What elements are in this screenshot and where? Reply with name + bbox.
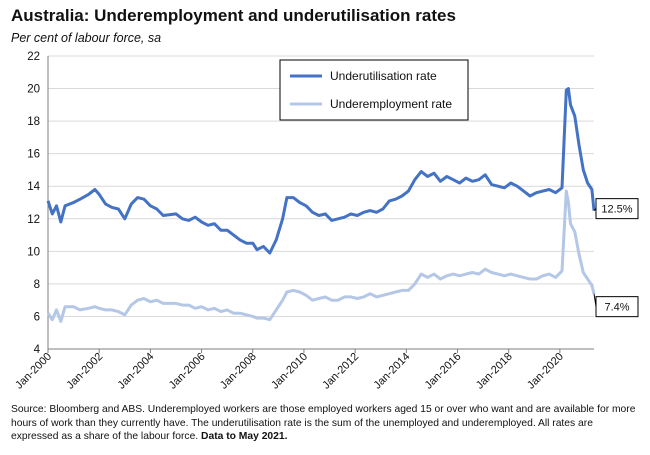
end-labels: 12.5% 7.4% (593, 198, 639, 318)
end-label-box (595, 198, 639, 220)
y-tick-label: 8 (34, 279, 40, 291)
underutilisation-line (46, 87, 596, 255)
y-tick-label: 6 (34, 311, 40, 323)
y-tick-label: 10 (27, 246, 40, 258)
series-lines (46, 87, 596, 323)
end-label: 12.5% (601, 204, 632, 216)
legend-label: Underemployment rate (330, 97, 452, 111)
underemployment-line (46, 189, 596, 323)
legend-box (279, 59, 469, 121)
y-tick-label: 4 (34, 344, 41, 356)
x-tick-label: Jan-2008 (218, 351, 259, 392)
y-tick-label: 12 (27, 214, 40, 226)
x-tick-label: Jan-2002 (64, 351, 105, 392)
end-label-box (595, 296, 639, 318)
x-tick-label: Jan-2006 (167, 351, 208, 392)
x-tick-label: Jan-2016 (423, 351, 464, 392)
x-tick-label: Jan-2010 (269, 351, 310, 392)
legend: Underutilisation rate Underemployment rat… (279, 59, 469, 121)
y-tick-label: 14 (27, 181, 40, 193)
x-tick-label: Jan-2014 (372, 351, 413, 392)
chart-title: Australia: Underemployment and underutil… (11, 6, 456, 25)
y-tick-label: 16 (27, 149, 40, 161)
source-note: Source: Bloomberg and ABS. Underemployed… (11, 403, 641, 444)
line-chart: 4 6 8 10 12 14 16 18 20 22 Jan-2000 Jan-2002 Jan-200… (13, 51, 639, 392)
data-note: Data to May 2021. (201, 431, 288, 443)
x-tick-label: Jan-2004 (116, 351, 157, 392)
chart-subtitle: Per cent of labour force, sa (11, 31, 162, 45)
y-tick-label: 22 (27, 51, 40, 63)
gridlines (48, 55, 594, 317)
end-label: 7.4% (604, 302, 629, 314)
x-tick-label: Jan-2000 (13, 351, 54, 392)
source-text: Source: Bloomberg and ABS. Underemployed… (11, 404, 636, 443)
y-tick-label: 20 (27, 84, 40, 96)
x-tick-label: Jan-2012 (320, 351, 361, 392)
x-tick-label: Jan-2020 (525, 351, 566, 392)
legend-label: Underutilisation rate (330, 69, 437, 83)
y-tick-label: 18 (27, 116, 40, 128)
x-tick-label: Jan-2018 (474, 351, 515, 392)
